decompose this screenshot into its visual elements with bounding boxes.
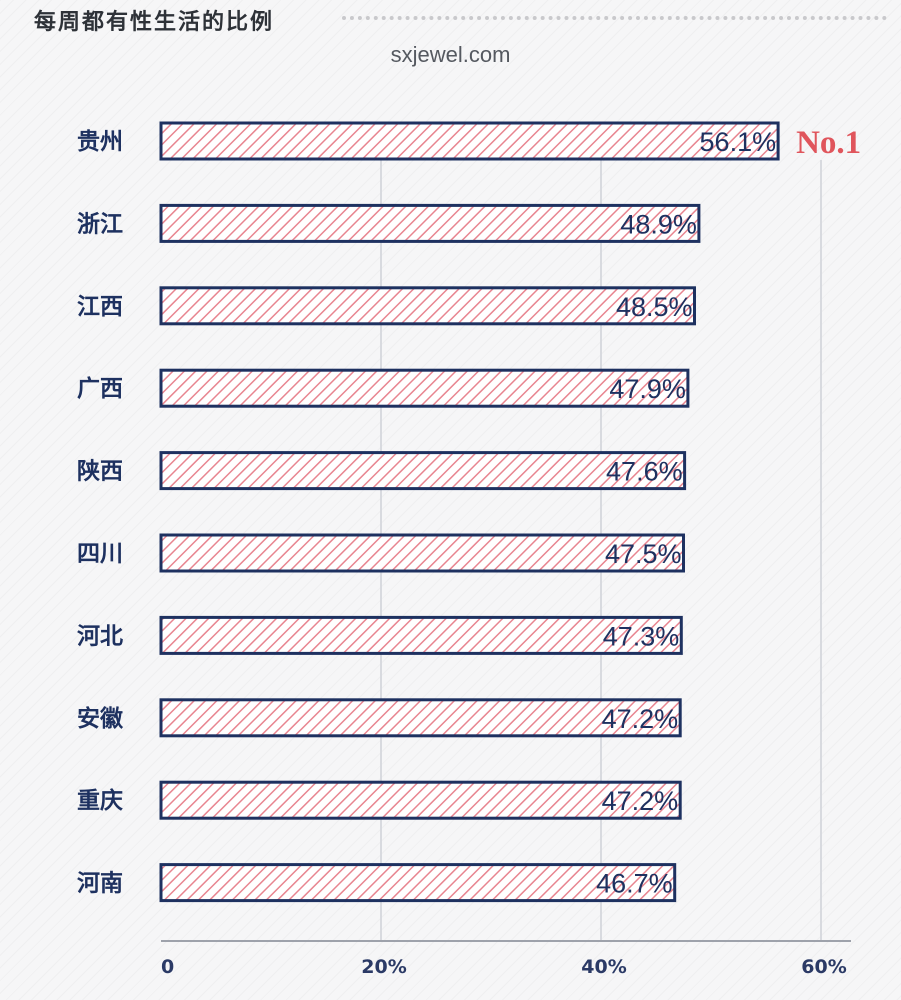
bar <box>159 451 687 491</box>
category-label: 河南 <box>77 871 123 897</box>
bar <box>159 203 701 243</box>
bar <box>159 780 682 820</box>
value-label: 47.5% <box>605 539 682 569</box>
value-label: 48.5% <box>616 292 693 322</box>
x-axis: 0 20% 40% 60% <box>161 940 851 978</box>
category-label: 江西 <box>77 294 123 320</box>
category-label: 四川 <box>77 541 123 567</box>
x-tick-label: 60% <box>801 956 846 978</box>
bar <box>159 533 685 573</box>
bar <box>159 698 682 738</box>
value-label: 47.6% <box>606 457 683 487</box>
bars: 贵州 56.1% 浙江 48.9% 江西 48.5% 广西 47.9% 陕西 47.6% 四川 47.… <box>77 121 861 903</box>
value-label: 47.2% <box>602 786 679 816</box>
category-label: 广西 <box>77 375 123 402</box>
bar <box>159 615 683 655</box>
value-label: 46.7% <box>596 869 673 899</box>
title-divider <box>342 16 887 20</box>
bar <box>159 121 780 161</box>
bar <box>159 286 696 326</box>
x-tick-label: 0 <box>161 956 174 978</box>
category-label: 重庆 <box>77 787 123 814</box>
rank-annotation: No.1 <box>796 125 861 161</box>
value-label: 47.9% <box>609 374 686 404</box>
category-label: 河北 <box>77 623 123 649</box>
x-tick-label: 40% <box>581 956 626 978</box>
category-label: 安徽 <box>77 705 124 732</box>
bar <box>159 863 677 903</box>
x-tick-label: 20% <box>361 956 406 978</box>
value-label: 48.9% <box>620 209 697 239</box>
value-label: 56.1% <box>700 127 777 157</box>
watermark-text: sxjewel.com <box>390 42 511 67</box>
value-label: 47.2% <box>602 704 679 734</box>
value-label: 47.3% <box>603 621 680 651</box>
category-label: 陕西 <box>77 458 123 485</box>
chart-title: 每周都有性生活的比例 <box>34 10 275 35</box>
category-label: 浙江 <box>77 211 123 237</box>
bar <box>159 368 690 408</box>
category-label: 贵州 <box>77 129 123 155</box>
